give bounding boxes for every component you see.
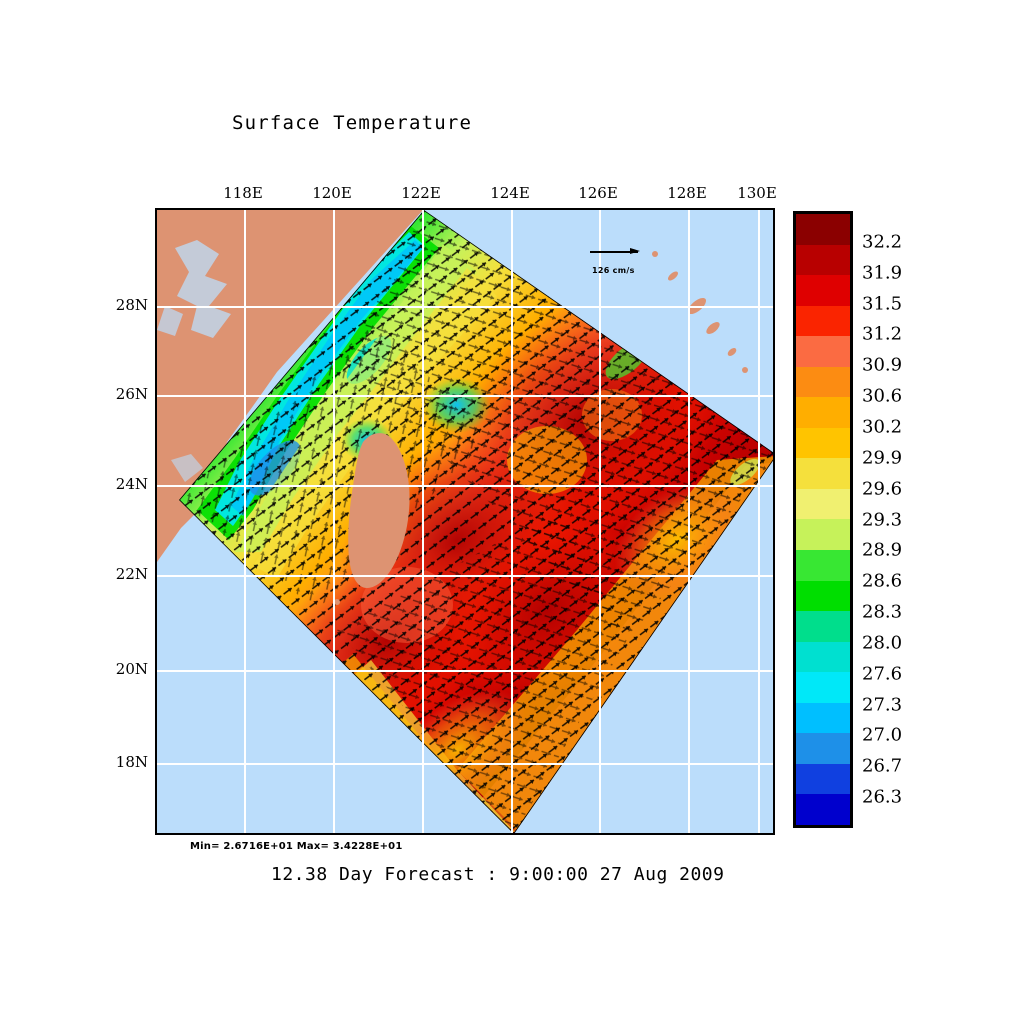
colorbar-tick-label: 27.3 bbox=[862, 694, 903, 716]
colorbar[interactable] bbox=[793, 211, 853, 828]
colorbar-tick-label: 28.3 bbox=[862, 601, 903, 623]
lon-tick-label: 120E bbox=[312, 184, 352, 202]
model-domain-outline bbox=[179, 210, 773, 833]
colorbar-tick-label: 29.6 bbox=[862, 478, 903, 500]
colorbar-band bbox=[796, 305, 850, 337]
land-mainland-china bbox=[157, 210, 423, 562]
colorbar-band bbox=[796, 641, 850, 673]
page-title: Surface Temperature bbox=[232, 112, 473, 134]
colorbar-labels: 32.2 31.9 31.5 31.2 30.9 30.6 30.2 29.9 29.6 29.3… bbox=[862, 211, 922, 828]
colorbar-band bbox=[796, 519, 850, 551]
colorbar-band bbox=[796, 244, 850, 276]
coastline-detail bbox=[175, 240, 231, 338]
colorbar-tick-label: 26.3 bbox=[862, 786, 903, 808]
colorbar-tick-label: 31.2 bbox=[862, 323, 903, 345]
colorbar-band bbox=[796, 550, 850, 581]
colorbar-band bbox=[796, 214, 850, 245]
lat-tick-label: 26N bbox=[115, 385, 148, 403]
minmax-annotation: Min= 2.6716E+01 Max= 3.4228E+01 bbox=[190, 841, 403, 852]
colorbar-tick-label: 30.9 bbox=[862, 354, 903, 376]
lon-tick-label: 128E bbox=[667, 184, 707, 202]
colorbar-tick-label: 28.0 bbox=[862, 632, 903, 654]
colorbar-band bbox=[796, 366, 850, 398]
map-plot-area[interactable]: 126 cm/s bbox=[155, 208, 775, 835]
lat-tick-label: 20N bbox=[115, 660, 148, 678]
forecast-caption: 12.38 Day Forecast : 9:00:00 27 Aug 2009 bbox=[271, 864, 725, 885]
lat-tick-label: 18N bbox=[115, 753, 148, 771]
islands-ryukyu bbox=[652, 251, 748, 373]
colorbar-band bbox=[796, 733, 850, 764]
colorbar-tick-label: 30.2 bbox=[862, 416, 903, 438]
lon-tick-label: 118E bbox=[223, 184, 263, 202]
arrow-right-icon bbox=[590, 247, 645, 257]
land-penghu bbox=[334, 599, 340, 605]
lat-tick-label: 28N bbox=[115, 296, 148, 314]
colorbar-tick-label: 27.6 bbox=[862, 663, 903, 685]
colorbar-band bbox=[796, 580, 850, 612]
colorbar-tick-label: 32.2 bbox=[862, 231, 903, 253]
graticule bbox=[157, 210, 773, 833]
land-taiwan bbox=[348, 433, 410, 588]
lat-tick-label: 24N bbox=[115, 475, 148, 493]
colorbar-band bbox=[796, 794, 850, 825]
colorbar-band bbox=[796, 336, 850, 367]
colorbar-tick-label: 29.3 bbox=[862, 509, 903, 530]
colorbar-band bbox=[796, 458, 850, 489]
colorbar-band bbox=[796, 611, 850, 642]
current-vectors-layer-2 bbox=[347, 210, 773, 640]
colorbar-band bbox=[796, 275, 850, 306]
colorbar-tick-label: 27.0 bbox=[862, 724, 903, 746]
colorbar-tick-label: 26.7 bbox=[862, 755, 903, 777]
colorbar-band bbox=[796, 397, 850, 428]
colorbar-tick-label: 28.6 bbox=[862, 570, 903, 592]
lon-tick-label: 124E bbox=[490, 184, 530, 202]
lon-tick-label: 126E bbox=[578, 184, 618, 202]
vector-scale-label: 126 cm/s bbox=[592, 266, 635, 275]
colorbar-tick-label: 30.6 bbox=[862, 385, 903, 407]
colorbar-tick-label: 28.9 bbox=[862, 539, 903, 561]
coastline-detail-2 bbox=[157, 306, 183, 336]
lat-tick-label: 22N bbox=[115, 565, 148, 583]
lon-tick-label: 122E bbox=[401, 184, 441, 202]
sst-field bbox=[179, 210, 773, 833]
colorbar-band bbox=[796, 672, 850, 703]
colorbar-band bbox=[796, 427, 850, 459]
colorbar-tick-label: 31.9 bbox=[862, 262, 903, 284]
colorbar-tick-label: 29.9 bbox=[862, 447, 903, 469]
colorbar-band bbox=[796, 488, 850, 520]
colorbar-tick-label: 31.5 bbox=[862, 293, 903, 315]
vector-scale-legend: 126 cm/s bbox=[590, 247, 660, 275]
coastline-detail-3 bbox=[171, 454, 203, 482]
lon-tick-label: 130E bbox=[737, 184, 777, 202]
map-canvas bbox=[157, 210, 773, 833]
colorbar-band bbox=[796, 702, 850, 734]
colorbar-band bbox=[796, 763, 850, 795]
